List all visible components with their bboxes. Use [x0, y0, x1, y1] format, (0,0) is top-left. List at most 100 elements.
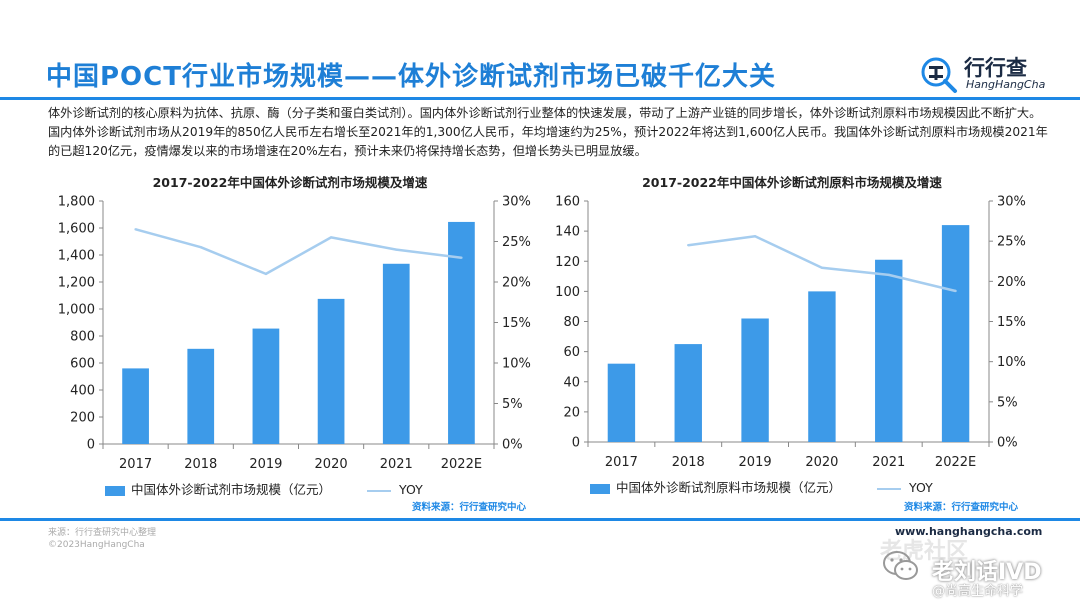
- chart1-y2-tick-label: 10%: [502, 357, 531, 372]
- intro-paragraph: 体外诊断试剂的核心原料为抗体、抗原、酶（分子类和蛋白类试剂）。国内体外诊断试剂行…: [48, 106, 1048, 158]
- chart1-legend-line-label: YOY: [399, 482, 423, 497]
- brand-logo[interactable]: 行行查 HangHangCha: [914, 50, 1064, 98]
- chart1-yoy-point: [199, 245, 202, 249]
- chart1-x-tick-label: 2020: [315, 457, 348, 472]
- chart1-y-tick-label: 1,400: [58, 249, 95, 264]
- header-divider: [0, 97, 1080, 100]
- chart1-bar: [382, 263, 410, 444]
- chart1-x-tick-label: 2017: [119, 457, 152, 472]
- search-logo-icon: [921, 57, 957, 93]
- logo-name-en: HangHangCha: [966, 78, 1046, 91]
- chart1-bar: [448, 221, 475, 444]
- chart1-y-tick-label: 600: [70, 357, 95, 372]
- legend-line-swatch: [877, 487, 902, 490]
- chart2-title: 2017-2022年中国体外诊断试剂原料市场规模及增速: [642, 175, 942, 190]
- chart1-bar: [252, 328, 280, 444]
- chart2-x-tick-label: 2019: [739, 455, 772, 470]
- chart1-x-tick-label: 2018: [184, 457, 217, 472]
- chart1-y2-tick-label: 25%: [502, 235, 531, 250]
- chart2-bar: [941, 225, 970, 442]
- chart1-y-tick-label: 1,800: [58, 195, 95, 210]
- chart1-legend-bar-label: 中国体外诊断试剂市场规模（亿元）: [131, 482, 332, 497]
- footer-divider: [0, 518, 1080, 521]
- footer-url-link[interactable]: www.hanghangcha.com: [895, 525, 1043, 538]
- chart2-y-tick-label: 0: [572, 436, 580, 451]
- chart2-x-tick-label: 2021: [872, 455, 905, 470]
- chart1-yoy-point: [264, 272, 268, 276]
- chart2-bar: [607, 363, 636, 442]
- chart1-yoy-point: [134, 228, 137, 231]
- chart2-bar: [875, 259, 903, 442]
- chart1-y2-tick-label: 30%: [502, 195, 531, 210]
- chart2-y-tick-label: 20: [563, 405, 580, 420]
- chart1-y-tick-label: 0: [87, 438, 95, 453]
- chart2-yoy-point: [954, 289, 957, 293]
- chart1-y-tick-label: 1,000: [58, 303, 95, 318]
- chart2-y2-tick-label: 15%: [997, 315, 1026, 330]
- chart1-yoy-line: [135, 228, 462, 276]
- chart2-x-tick-label: 2020: [805, 455, 838, 470]
- chart1-y-tick-label: 1,600: [58, 222, 95, 237]
- legend-bar-swatch: [590, 483, 610, 494]
- chart1-y-tick-label: 400: [70, 384, 95, 399]
- chart2-yoy-line: [688, 235, 956, 293]
- chart2-y2-tick-label: 30%: [997, 195, 1026, 210]
- chart2-y-tick-label: 160: [555, 195, 580, 210]
- chart2-y2-tick-label: 25%: [997, 235, 1026, 250]
- chart2-yoy-point: [687, 243, 690, 247]
- chart1-x-tick-label: 2019: [249, 457, 282, 472]
- chart1-source: 资料来源：行行查研究中心: [412, 502, 527, 513]
- chart2-bar: [808, 291, 836, 442]
- chart1-bar: [187, 348, 215, 444]
- chart1-legend: 中国体外诊断试剂市场规模（亿元） YOY: [105, 479, 423, 498]
- chart2-yoy-point: [753, 235, 757, 238]
- chart2-y-tick-label: 40: [563, 375, 580, 390]
- footer-copyright: ©2023HangHangCha: [48, 540, 145, 550]
- watermark-line3: @尚高生命科学: [932, 584, 1024, 599]
- chart2-source: 资料来源：行行查研究中心: [904, 502, 1019, 513]
- chart2-y-tick-label: 60: [563, 345, 580, 360]
- footer-source-note: 来源：行行查研究中心整理: [48, 528, 157, 538]
- chart1-yoy-point: [460, 256, 463, 259]
- chart2-y-tick-label: 80: [563, 315, 580, 330]
- chart2-yoy-point: [820, 266, 824, 269]
- chart1-yoy-point: [395, 248, 398, 251]
- chart1-x-tick-label: 2021: [380, 457, 413, 472]
- chart1-y-tick-label: 200: [70, 411, 95, 426]
- chart1-yoy-point: [329, 236, 333, 239]
- chart1-y2-tick-label: 15%: [502, 316, 531, 331]
- legend-bar-swatch: [105, 485, 125, 496]
- chart2-bar: [741, 318, 769, 442]
- wechat-icon: [883, 551, 918, 580]
- chart1-y-tick-label: 800: [70, 330, 95, 345]
- chart1-bar: [122, 368, 149, 444]
- chart2-y2-tick-label: 0%: [997, 436, 1018, 451]
- chart2-y2-tick-label: 20%: [997, 275, 1026, 290]
- chart2-legend-line-label: YOY: [909, 480, 933, 495]
- chart2-x-tick-label: 2022E: [935, 455, 976, 470]
- chart2-y2-tick-label: 5%: [997, 395, 1018, 410]
- watermark-line2: 老刘话IVD: [932, 560, 1042, 585]
- chart2-x-tick-label: 2017: [605, 455, 638, 470]
- chart1-y2-tick-label: 20%: [502, 276, 531, 291]
- chart1-y2-tick-label: 0%: [502, 438, 523, 453]
- chart2-y-tick-label: 140: [555, 225, 580, 240]
- chart2-y-tick-label: 120: [555, 255, 580, 270]
- chart2-x-tick-label: 2018: [672, 455, 705, 470]
- chart1-y2-tick-label: 5%: [502, 397, 523, 412]
- chart1-title: 2017-2022年中国体外诊断试剂市场规模及增速: [152, 175, 428, 190]
- logo-name-cn: 行行查: [964, 56, 1027, 80]
- chart2-legend-bar-label: 中国体外诊断试剂原料市场规模（亿元）: [616, 480, 842, 495]
- page-title: 中国POCT行业市场规模——体外诊断试剂市场已破千亿大关: [46, 62, 776, 92]
- chart2-bar: [674, 344, 702, 442]
- chart2-yoy-point: [887, 273, 890, 277]
- chart1-x-tick-label: 2022E: [441, 457, 482, 472]
- legend-line-swatch: [367, 489, 392, 492]
- chart1-bar: [317, 298, 345, 444]
- chart1-y-tick-label: 1,200: [58, 276, 95, 291]
- chart2-y-tick-label: 100: [555, 285, 580, 300]
- chart2-y2-tick-label: 10%: [997, 355, 1026, 370]
- chart2-legend: 中国体外诊断试剂原料市场规模（亿元） YOY: [590, 477, 933, 496]
